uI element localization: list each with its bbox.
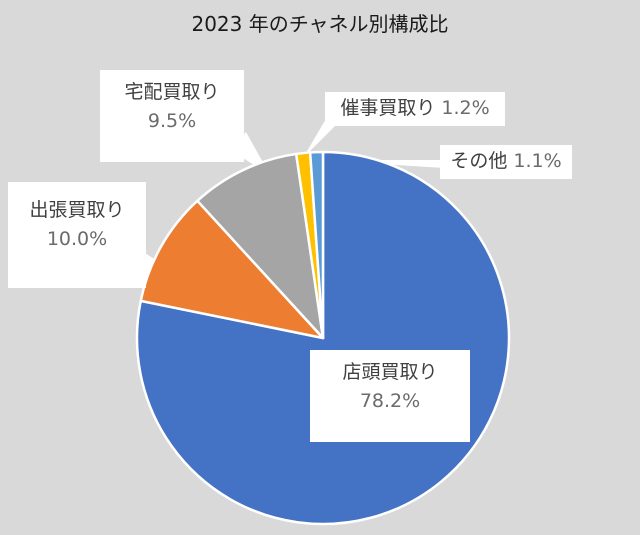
slice-visit xyxy=(139,199,325,340)
data-label-visit-name: 出張買取り xyxy=(29,199,125,221)
data-label-event-name: 催事買取り xyxy=(340,97,436,119)
data-label-delivery-value: 9.5% xyxy=(147,110,197,133)
data-label-other: その他 1.1% xyxy=(440,145,572,179)
data-label-store-value: 78.2% xyxy=(359,390,421,413)
data-label-store: 店頭買取り 78.2% xyxy=(310,350,470,442)
chart-title: 2023 年のチャネル別構成比 xyxy=(191,12,449,36)
data-label-visit: 出張買取り 10.0% xyxy=(8,182,146,288)
data-label-event: 催事買取り 1.2% xyxy=(325,92,505,126)
slice-delivery xyxy=(196,152,325,340)
pie-slices xyxy=(135,150,511,526)
data-label-other-value: 1.1% xyxy=(513,150,562,172)
data-label-visit-value: 10.0% xyxy=(46,228,108,251)
data-label-event-value: 1.2% xyxy=(441,97,490,119)
data-label-store-name: 店頭買取り xyxy=(342,361,438,383)
slice-other xyxy=(308,150,325,340)
data-label-delivery-name: 宅配買取り xyxy=(124,81,220,103)
data-label-delivery: 宅配買取り 9.5% xyxy=(100,70,244,162)
data-label-other-name: その他 xyxy=(450,150,508,172)
